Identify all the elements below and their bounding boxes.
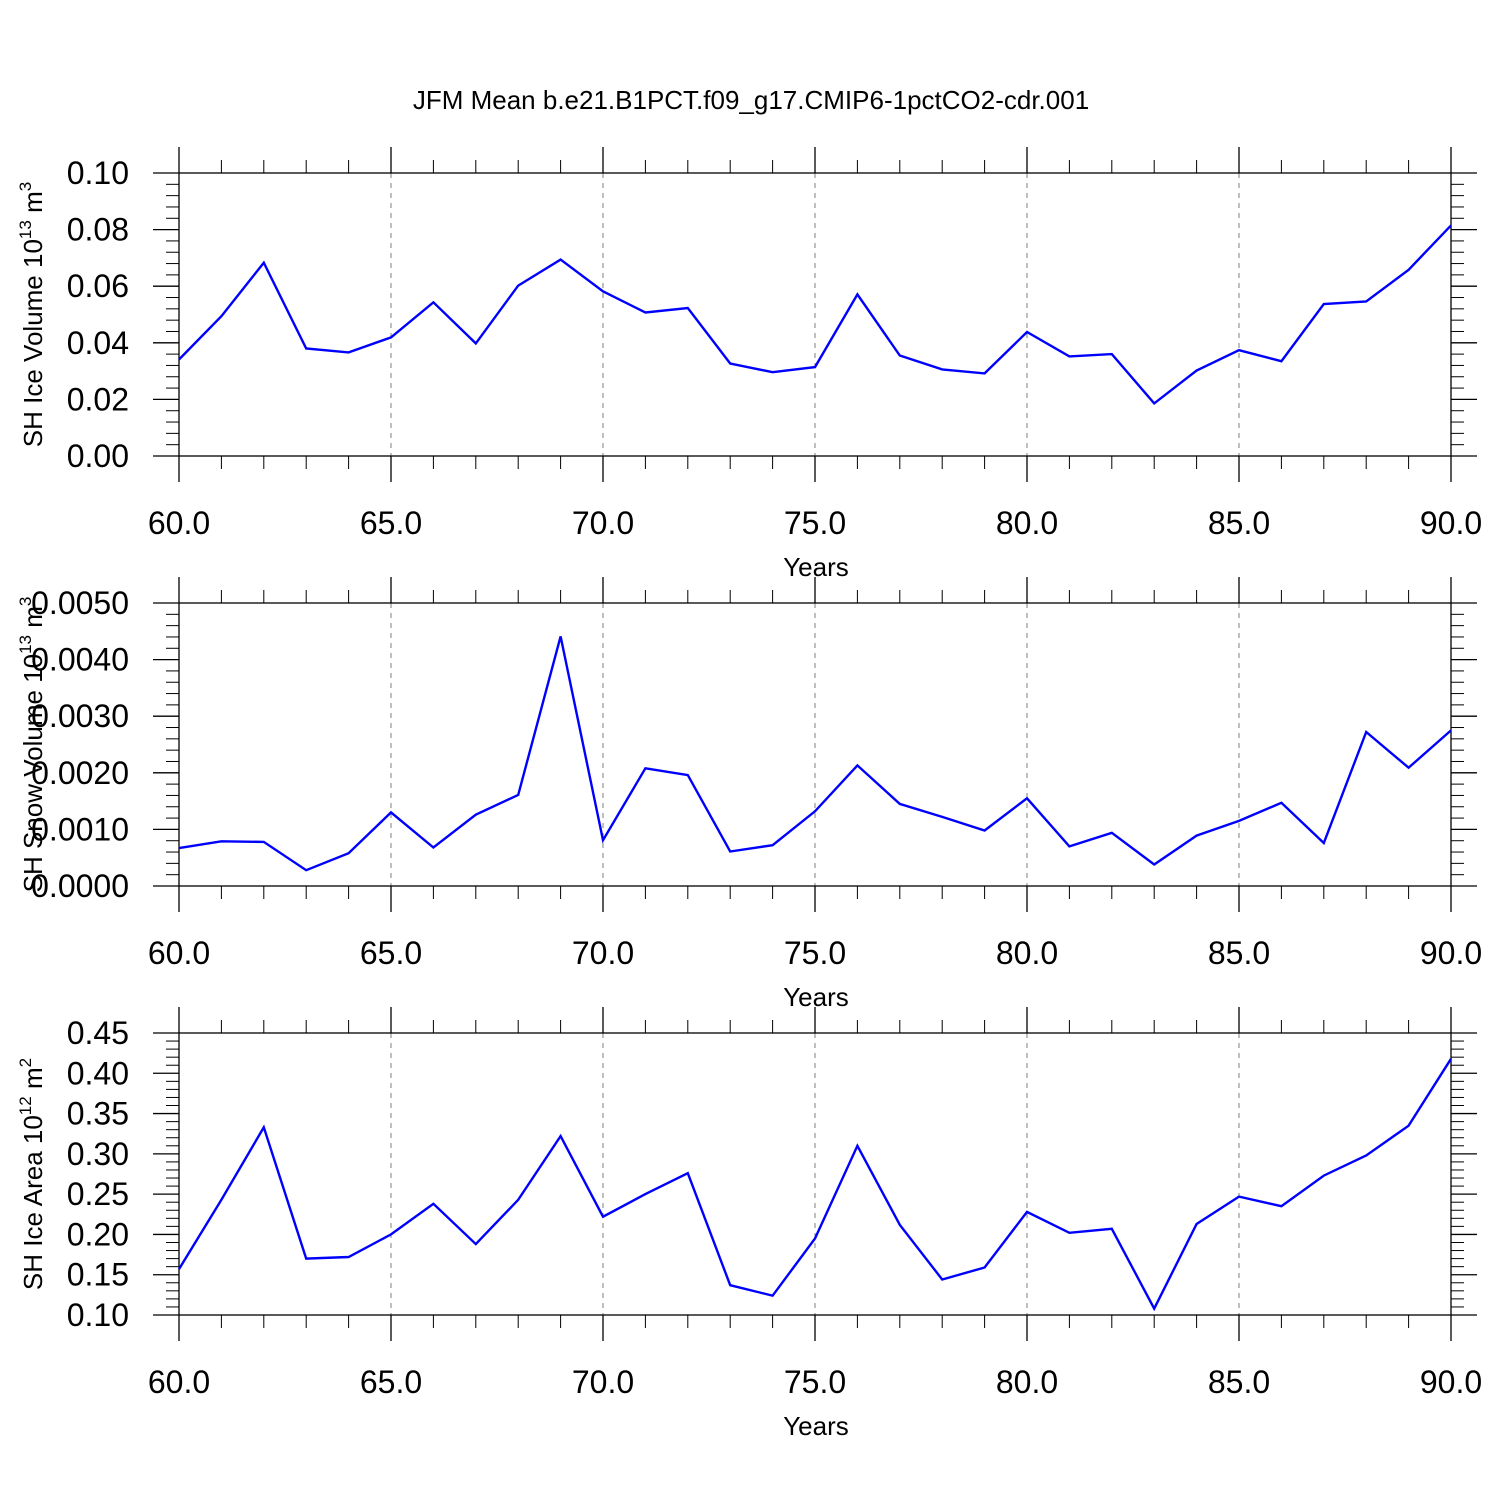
y-tick-label: 0.30 — [67, 1136, 129, 1172]
x-tick-label: 85.0 — [1208, 935, 1270, 971]
x-tick-label: 90.0 — [1420, 1364, 1482, 1400]
y-tick-label: 0.06 — [67, 268, 129, 304]
y-tick-label: 0.40 — [67, 1055, 129, 1091]
x-tick-label: 80.0 — [996, 505, 1058, 541]
y-tick-label: 0.0000 — [31, 868, 129, 904]
x-tick-label: 75.0 — [784, 1364, 846, 1400]
x-tick-label: 90.0 — [1420, 505, 1482, 541]
y-axis-label: SH Snow Volume 1013 m3 — [16, 597, 48, 893]
x-axis-label: Years — [783, 1411, 849, 1441]
x-tick-label: 65.0 — [360, 1364, 422, 1400]
y-tick-label: 0.0020 — [31, 755, 129, 791]
series-line — [177, 1058, 1453, 1312]
y-tick-label: 0.10 — [67, 155, 129, 191]
x-axis-label: Years — [783, 552, 849, 582]
y-tick-label: 0.0040 — [31, 642, 129, 678]
x-tick-label: 85.0 — [1208, 505, 1270, 541]
chart-title: JFM Mean b.e21.B1PCT.f09_g17.CMIP6-1pctC… — [413, 85, 1089, 115]
x-tick-label: 65.0 — [360, 505, 422, 541]
y-tick-label: 0.45 — [67, 1015, 129, 1051]
x-tick-label: 85.0 — [1208, 1364, 1270, 1400]
y-tick-label: 0.08 — [67, 212, 129, 248]
x-axis-label: Years — [783, 982, 849, 1012]
x-tick-label: 70.0 — [572, 935, 634, 971]
chart-panel-3: 60.0 65.0 70.0 75.0 80.0 85.0 90.0 0.10 0.15 0.20… — [16, 1007, 1482, 1441]
x-tick-label: 60.0 — [148, 1364, 210, 1400]
y-tick-label: 0.25 — [67, 1176, 129, 1212]
y-axis-label: SH Ice Area 1012 m2 — [16, 1058, 48, 1290]
x-tick-label: 75.0 — [784, 935, 846, 971]
x-tick-label: 65.0 — [360, 935, 422, 971]
y-tick-label: 0.15 — [67, 1257, 129, 1293]
y-tick-label: 0.0010 — [31, 811, 129, 847]
y-tick-label: 0.10 — [67, 1297, 129, 1333]
x-tick-label: 80.0 — [996, 935, 1058, 971]
y-tick-label: 0.0050 — [31, 585, 129, 621]
y-tick-label: 0.02 — [67, 381, 129, 417]
x-tick-label: 70.0 — [572, 1364, 634, 1400]
x-tick-label: 90.0 — [1420, 935, 1482, 971]
y-tick-label: 0.35 — [67, 1096, 129, 1132]
y-tick-label: 0.04 — [67, 325, 129, 361]
chart-panel-2: 60.0 65.0 70.0 75.0 80.0 85.0 90.0 0.0000 0.0010… — [16, 577, 1482, 1012]
chart-panel-1: 60.0 65.0 70.0 75.0 80.0 85.0 90.0 0.00 0.02 0.04… — [16, 147, 1482, 582]
x-tick-label: 80.0 — [996, 1364, 1058, 1400]
y-tick-label: 0.20 — [67, 1216, 129, 1252]
x-tick-label: 60.0 — [148, 505, 210, 541]
series-line — [178, 224, 1452, 406]
x-tick-label: 60.0 — [148, 935, 210, 971]
x-tick-label: 70.0 — [572, 505, 634, 541]
x-tick-label: 75.0 — [784, 505, 846, 541]
y-tick-label: 0.00 — [67, 438, 129, 474]
y-tick-label: 0.0030 — [31, 698, 129, 734]
y-axis-label: SH Ice Volume 1013 m3 — [16, 182, 48, 447]
